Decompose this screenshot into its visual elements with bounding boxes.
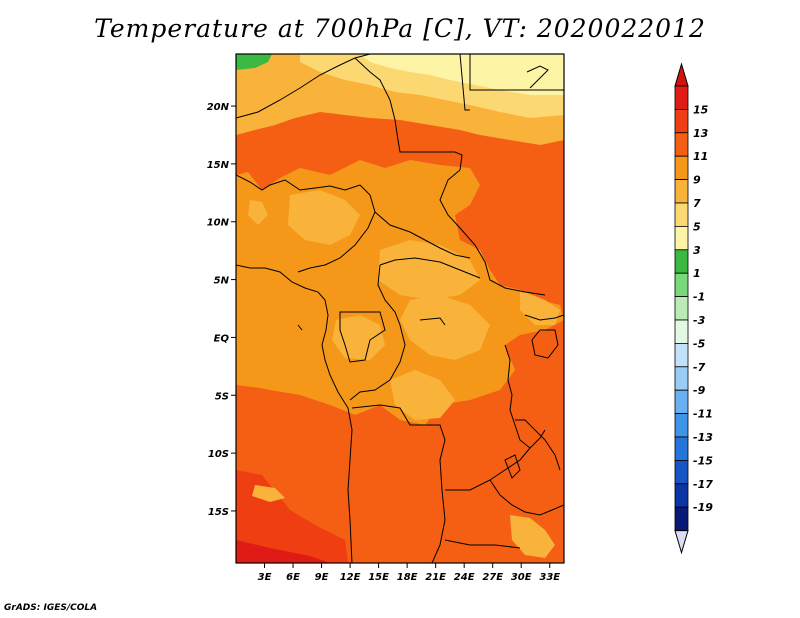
lat-tick-label: 5N: [214, 276, 230, 287]
colorbar-label: -17: [693, 478, 713, 491]
lon-tick-label: 18E: [397, 572, 418, 583]
colorbar-swatch-0: [674, 85, 689, 110]
colorbar-label: -13: [693, 431, 713, 444]
colorbar-bottom-arrow: [674, 530, 689, 555]
lon-tick-label: 6E: [286, 572, 300, 583]
colorbar-label: 11: [693, 150, 708, 163]
colorbar-swatch-10: [674, 319, 689, 344]
longitude-axis: 3E 6E 9E 12E 15E 18E 21E 24E 27E 30E 33E: [258, 563, 560, 583]
country-borders: [236, 54, 564, 563]
colorbar-swatch-1: [674, 109, 689, 134]
colorbar-swatch-8: [674, 272, 689, 298]
colorbar-swatch-9: [674, 296, 689, 321]
colorbar-label: 13: [693, 127, 709, 140]
temperature-field: [236, 54, 564, 563]
colorbar-swatch-12: [674, 366, 689, 391]
colorbar-label: -1: [693, 291, 705, 304]
colorbar-swatch-3: [674, 155, 689, 180]
color-legend: 15 13 11 9 7 5 3 1 -1 -3 -5 -7 -9 -11 -13 -15 -17 -19: [674, 62, 713, 555]
colorbar-label: 15: [693, 103, 709, 116]
colorbar-swatch-15: [674, 436, 689, 461]
colorbar-label: 5: [693, 220, 701, 233]
colorbar-swatch-5: [674, 202, 689, 227]
colorbar-top-arrow: [674, 62, 689, 87]
colorbar-label: 9: [693, 174, 701, 187]
colorbar-swatch-17: [674, 483, 689, 508]
colorbar-label: -7: [693, 361, 706, 374]
lat-tick-label: 15N: [207, 160, 230, 171]
colorbar-swatch-16: [674, 459, 689, 485]
lat-tick-label: 10N: [207, 218, 230, 229]
latitude-axis: 20N 15N 10N 5N EQ 5S 10S 15S: [207, 102, 236, 518]
colorbar-label: 1: [693, 267, 701, 280]
map-title: Temperature at 700hPa [C], VT: 202002201…: [94, 14, 706, 43]
lon-tick-label: 15E: [368, 572, 389, 583]
colorbar-swatch-2: [674, 132, 689, 157]
colorbar-swatch-6: [674, 225, 689, 251]
colorbar-swatch-18: [674, 506, 689, 532]
colorbar-swatch-11: [674, 342, 689, 368]
lat-tick-label: 5S: [215, 391, 229, 402]
colorbar-swatch-4: [674, 179, 689, 204]
grads-credit: GrADS: IGES/COLA: [4, 603, 98, 613]
colorbar-label: 7: [693, 197, 701, 210]
lat-tick-label: 15S: [208, 507, 229, 518]
lon-tick-label: 9E: [315, 572, 329, 583]
lon-tick-label: 12E: [340, 572, 361, 583]
colorbar-label: -9: [693, 384, 706, 397]
lon-tick-label: 3E: [258, 572, 272, 583]
colorbar-label: -11: [693, 408, 713, 421]
lon-tick-label: 33E: [539, 572, 560, 583]
colorbar-label: 3: [693, 244, 701, 257]
lon-tick-label: 27E: [482, 572, 503, 583]
lat-tick-label: 10S: [208, 449, 229, 460]
colorbar-label: -19: [693, 501, 713, 514]
colorbar-label: -3: [693, 314, 706, 327]
colorbar-swatch-13: [674, 389, 689, 415]
lat-tick-label: 20N: [207, 102, 230, 113]
colorbar-label: -5: [693, 337, 706, 350]
colorbar-swatch-14: [674, 413, 689, 438]
map-frame: [235, 53, 565, 564]
lat-tick-label: EQ: [214, 333, 230, 344]
lon-tick-label: 24E: [454, 572, 475, 583]
colorbar-label: -15: [693, 454, 713, 467]
colorbar-swatch-7: [674, 249, 689, 274]
lon-tick-label: 21E: [425, 572, 446, 583]
lon-tick-label: 30E: [511, 572, 532, 583]
